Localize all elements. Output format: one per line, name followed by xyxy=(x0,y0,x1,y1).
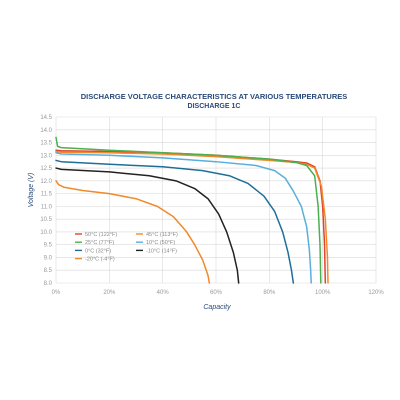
y-tick-label: 14.5 xyxy=(40,115,52,121)
legend-item: 25°C (77°F) xyxy=(75,240,114,246)
y-tick-label: 8.5 xyxy=(44,268,53,274)
legend-label: -20°C (-4°F) xyxy=(85,257,115,263)
legend-label: 10°C (50°F) xyxy=(146,240,175,246)
y-axis-ticks: 8.0 8.5 9.0 9.5 10.0 10.5 11.0 11.5 12.0 12.5 13.0… xyxy=(40,115,52,287)
x-axis-label: Capacity xyxy=(203,304,231,311)
chart-subtitle: DISCHARGE 1C xyxy=(188,103,241,110)
series-line-0 xyxy=(55,149,327,284)
legend-label: 50°C (122°F) xyxy=(85,232,117,238)
y-tick-label: 9.5 xyxy=(44,243,53,249)
y-tick-label: 14.0 xyxy=(40,128,52,134)
x-tick-label: 20% xyxy=(103,290,116,296)
legend-label: 45°C (113°F) xyxy=(146,232,178,238)
legend-label: 0°C (32°F) xyxy=(85,248,111,254)
legend-item: 45°C (113°F) xyxy=(136,232,178,238)
y-tick-label: 10.5 xyxy=(40,217,52,223)
x-tick-label: 120% xyxy=(368,290,384,296)
series-line-2 xyxy=(55,136,322,284)
x-axis-ticks: 0% 20% 40% 60% 80% 100% 120% xyxy=(52,290,385,296)
y-tick-label: 11.5 xyxy=(41,192,53,198)
legend-item: -20°C (-4°F) xyxy=(75,257,115,263)
x-tick-label: 40% xyxy=(157,290,170,296)
y-tick-label: 10.0 xyxy=(40,230,52,236)
legend-label: -10°C (14°F) xyxy=(146,248,177,254)
x-tick-label: 80% xyxy=(263,290,276,296)
legend-item: 50°C (122°F) xyxy=(75,232,117,238)
x-tick-label: 60% xyxy=(210,290,223,296)
series-line-3 xyxy=(55,152,312,284)
y-tick-label: 12.0 xyxy=(40,179,52,185)
y-tick-label: 8.0 xyxy=(44,281,53,287)
series-lines xyxy=(55,136,329,284)
x-tick-label: 0% xyxy=(52,290,61,296)
y-tick-label: 12.5 xyxy=(40,166,52,172)
y-tick-label: 9.0 xyxy=(44,255,53,261)
series-line-6 xyxy=(55,180,211,284)
y-tick-label: 11.0 xyxy=(41,204,53,210)
y-tick-label: 13.0 xyxy=(40,153,52,159)
legend-item: -10°C (14°F) xyxy=(136,248,177,254)
legend-label: 25°C (77°F) xyxy=(85,240,114,246)
y-tick-label: 13.5 xyxy=(40,141,52,147)
y-axis-label: Voltage (V) xyxy=(28,173,35,208)
series-line-4 xyxy=(55,159,295,284)
series-line-5 xyxy=(55,167,240,284)
legend: 50°C (122°F) 45°C (113°F) 25°C (77°F) 10°C … xyxy=(75,232,178,263)
legend-item: 10°C (50°F) xyxy=(136,240,175,246)
chart-title: DISCHARGE VOLTAGE CHARACTERISTICS AT VAR… xyxy=(81,92,348,101)
legend-item: 0°C (32°F) xyxy=(75,248,111,254)
x-tick-label: 100% xyxy=(315,290,331,296)
